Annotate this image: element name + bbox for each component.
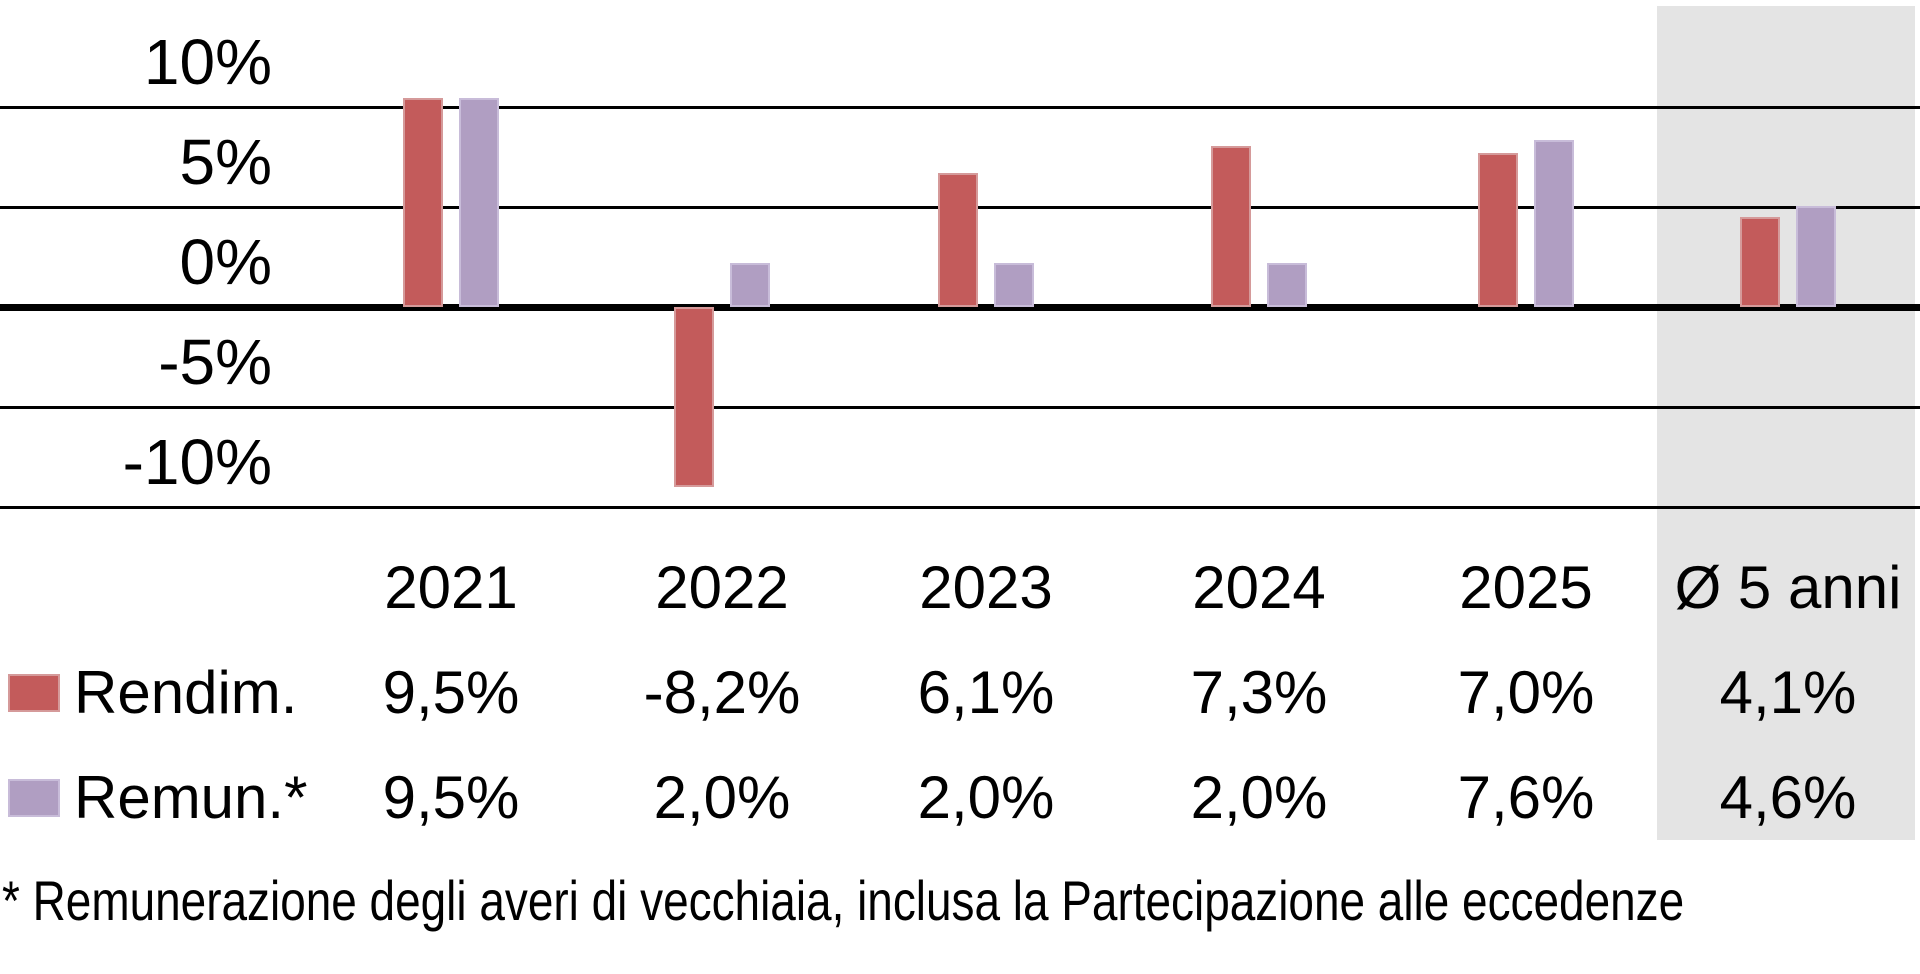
- gridline: [0, 506, 1920, 509]
- bar-remun-2023: [994, 263, 1034, 307]
- value-cell: 7,3%: [1190, 659, 1328, 726]
- gridline: [0, 406, 1920, 409]
- category-label: 2023: [919, 554, 1053, 621]
- average-column-highlight: [1657, 6, 1915, 840]
- bar-rendim-2022: [674, 307, 714, 487]
- category-label: 2024: [1192, 554, 1326, 621]
- bar-remun-2024: [1267, 263, 1307, 307]
- bar-rendim-2024: [1211, 146, 1251, 307]
- value-cell: 4,1%: [1719, 659, 1857, 726]
- category-label: 2021: [384, 554, 518, 621]
- category-label: 2025: [1459, 554, 1593, 621]
- bar-rendim-2025: [1478, 153, 1518, 307]
- y-axis-tick-label: 0%: [179, 226, 273, 298]
- y-axis-tick-label: -5%: [158, 326, 272, 398]
- value-cell: 7,6%: [1457, 764, 1595, 831]
- value-cell: 4,6%: [1719, 764, 1857, 831]
- bar-remun-5anni: [1796, 206, 1836, 307]
- bar-rendim-2021: [403, 98, 443, 307]
- value-cell: 7,0%: [1457, 659, 1595, 726]
- value-cell: -8,2%: [643, 659, 801, 726]
- bar-remun-2022: [730, 263, 770, 307]
- y-axis-tick-label: 10%: [143, 26, 272, 98]
- bar-rendim-5anni: [1740, 217, 1780, 307]
- zero-axis-line: [0, 304, 1920, 311]
- category-label: Ø 5 anni: [1674, 554, 1902, 621]
- gridline: [0, 106, 1920, 109]
- legend-swatch-rendim: [8, 674, 60, 712]
- footnote: * Remunerazione degli averi di vecchiaia…: [2, 869, 1685, 932]
- bar-rendim-2023: [938, 173, 978, 307]
- bar-remun-2025: [1534, 140, 1574, 307]
- bar-remun-2021: [459, 98, 499, 307]
- category-label: 2022: [655, 554, 789, 621]
- y-axis-tick-label: -10%: [122, 426, 272, 498]
- legend-label-remun: Remun.*: [74, 764, 308, 831]
- value-cell: 2,0%: [917, 764, 1055, 831]
- value-cell: 2,0%: [653, 764, 791, 831]
- y-axis-tick-label: 5%: [179, 126, 273, 198]
- value-cell: 2,0%: [1190, 764, 1328, 831]
- legend-swatch-remun: [8, 779, 60, 817]
- value-cell: 9,5%: [382, 764, 520, 831]
- legend-label-rendim: Rendim.: [74, 659, 298, 726]
- value-cell: 6,1%: [917, 659, 1055, 726]
- value-cell: 9,5%: [382, 659, 520, 726]
